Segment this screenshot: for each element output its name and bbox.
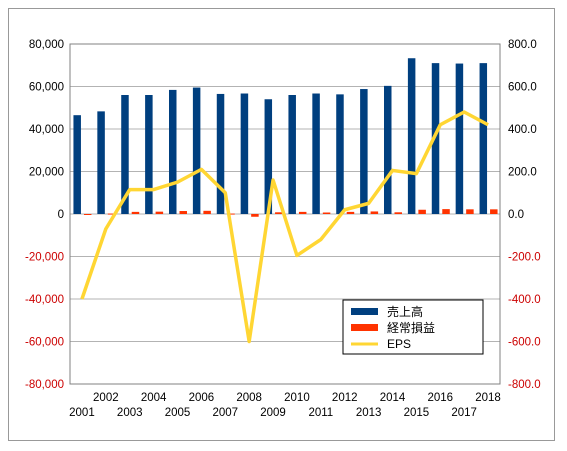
sales-bar — [216, 93, 225, 214]
ordinary-profit-bar — [298, 211, 307, 214]
sales-bar — [145, 95, 153, 214]
axes: -80,000 -800.0 -60,000 -600.0 -40,000 -400.0 -… — [25, 39, 541, 419]
legend-label: EPS — [387, 337, 411, 351]
ordinary-profit-bar — [490, 209, 498, 214]
x-tick-label: 2017 — [451, 407, 477, 419]
legend-label: 売上高 — [387, 304, 423, 319]
sales-bar — [312, 93, 320, 214]
right-tick-label: -600.0 — [508, 337, 541, 349]
x-tick-label: 2018 — [475, 392, 501, 404]
ordinary-profit-bar — [370, 211, 379, 214]
sales-bar — [121, 95, 129, 214]
x-tick-label: 2004 — [141, 392, 167, 404]
right-tick-label: 0.0 — [508, 209, 524, 221]
ordinary-profit-bar — [394, 212, 402, 214]
sales-bar — [97, 111, 105, 214]
right-tick-label: 400.0 — [508, 124, 537, 136]
ordinary-profit-bar — [155, 211, 164, 214]
sales-bar — [455, 63, 464, 214]
eps-line — [80, 110, 489, 344]
plot-area-border — [69, 43, 501, 385]
ordinary-profit-bar — [346, 211, 355, 214]
ordinary-profit-bar — [83, 214, 92, 215]
ordinary-profit-bar — [442, 209, 450, 214]
x-tick-label: 2007 — [212, 407, 238, 419]
sales-bar — [169, 89, 177, 214]
ordinary-profit-bar — [179, 211, 187, 214]
sales-bar — [360, 89, 368, 214]
sales-bar — [479, 63, 488, 214]
sales-bar — [240, 93, 249, 214]
ordinary-profit-bar — [227, 213, 235, 215]
ordinary-profit-bar — [466, 209, 474, 214]
legend-swatch-sales — [351, 308, 378, 315]
sales-bar — [73, 115, 81, 214]
right-tick-label: 800.0 — [508, 39, 537, 51]
x-tick-label: 2003 — [117, 407, 143, 419]
ordinary-profit-bar — [107, 213, 116, 215]
x-tick-label: 2009 — [260, 407, 286, 419]
left-tick-label: 60,000 — [29, 82, 64, 94]
ordinary-profit-bar — [131, 211, 140, 214]
right-tick-label: -400.0 — [508, 294, 541, 306]
left-tick-label: -20,000 — [25, 252, 64, 264]
eps-line-layer — [80, 110, 489, 344]
sales-bar — [288, 95, 296, 214]
right-tick-label: -200.0 — [508, 252, 541, 264]
left-tick-label: 80,000 — [29, 39, 64, 51]
x-tick-label: 2010 — [284, 392, 310, 404]
left-tick-label: 20,000 — [29, 167, 64, 179]
ordinary-profit-bar — [418, 209, 426, 214]
ordinary-profit-bar — [275, 212, 283, 214]
ordinary-profit-bar — [322, 212, 331, 214]
left-tick-label: -60,000 — [25, 337, 64, 349]
x-tick-label: 2014 — [380, 392, 406, 404]
sales-bar — [384, 85, 392, 214]
left-tick-label: 0 — [58, 209, 64, 221]
sales-bar — [192, 87, 201, 214]
ordinary-profit-bar — [203, 210, 211, 214]
left-tick-label: 40,000 — [29, 124, 64, 136]
x-tick-label: 2008 — [236, 392, 262, 404]
sales-bar — [407, 58, 416, 214]
sales-bar — [336, 94, 344, 214]
x-tick-label: 2015 — [404, 407, 430, 419]
legend-label: 経常損益 — [387, 320, 435, 335]
left-tick-label: -40,000 — [25, 294, 64, 306]
left-tick-label: -80,000 — [25, 379, 64, 391]
ordinary-profit-bar — [251, 214, 259, 217]
sales-bar — [264, 99, 273, 214]
x-tick-label: 2002 — [93, 392, 119, 404]
x-tick-label: 2011 — [308, 407, 333, 419]
x-tick-label: 2001 — [69, 407, 95, 419]
right-tick-label: -800.0 — [508, 379, 541, 391]
legend-swatch-profit — [351, 324, 378, 331]
right-tick-label: 200.0 — [508, 167, 537, 179]
x-tick-label: 2005 — [165, 407, 191, 419]
sales-bar — [431, 63, 440, 214]
bars — [73, 58, 498, 217]
x-tick-label: 2013 — [356, 407, 382, 419]
chart-frame — [8, 8, 555, 441]
x-tick-label: 2006 — [189, 392, 215, 404]
x-tick-label: 2012 — [332, 392, 358, 404]
right-tick-label: 600.0 — [508, 82, 537, 94]
x-tick-label: 2016 — [427, 392, 453, 404]
